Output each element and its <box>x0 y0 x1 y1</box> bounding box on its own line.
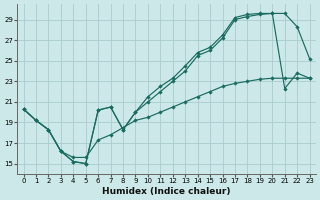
X-axis label: Humidex (Indice chaleur): Humidex (Indice chaleur) <box>102 187 231 196</box>
